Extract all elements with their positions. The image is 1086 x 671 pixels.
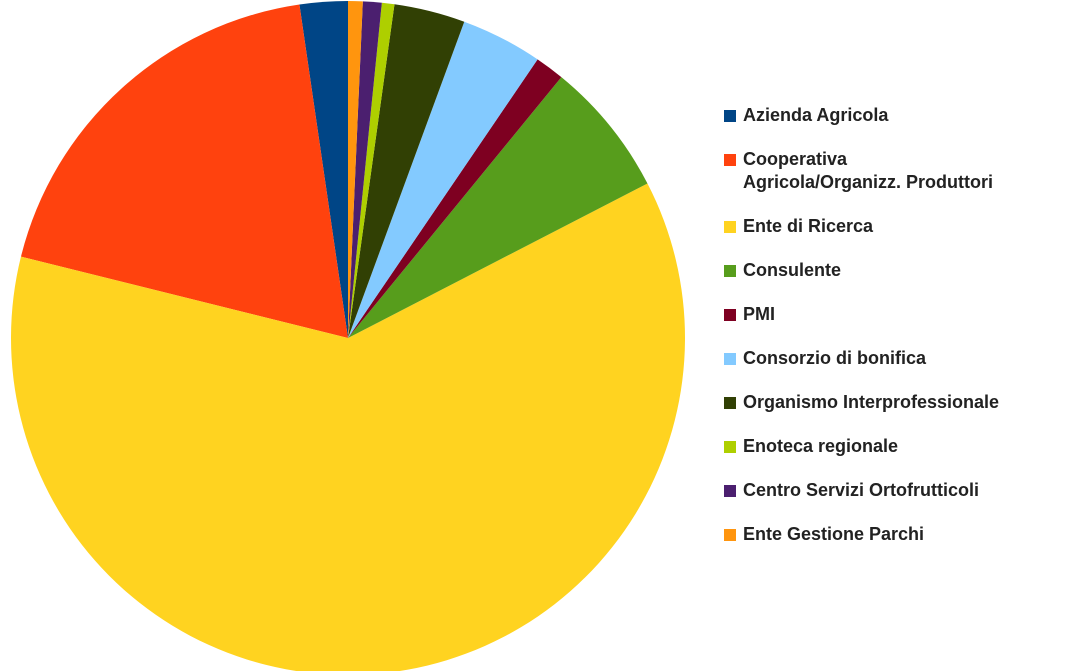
pie bbox=[11, 1, 685, 671]
legend-item: Azienda Agricola bbox=[722, 104, 1086, 127]
legend-swatch bbox=[724, 485, 736, 497]
legend-item: Consulente bbox=[722, 259, 1086, 282]
pie-slice bbox=[348, 21, 538, 338]
pie-slice bbox=[348, 2, 395, 338]
pie-slice bbox=[11, 183, 685, 671]
legend-swatch bbox=[724, 154, 736, 166]
pie-slice bbox=[348, 1, 363, 338]
pie-slice bbox=[348, 77, 648, 338]
legend-swatch bbox=[724, 309, 736, 321]
legend-swatch bbox=[724, 265, 736, 277]
legend-item: Centro Servizi Ortofrutticoli bbox=[722, 479, 1086, 502]
legend-item: Consorzio di bonifica bbox=[722, 347, 1086, 370]
legend-swatch bbox=[724, 353, 736, 365]
legend: Azienda Agricola Cooperativa Agricola/Org… bbox=[722, 104, 1086, 567]
legend-label: Centro Servizi Ortofrutticoli bbox=[743, 480, 980, 500]
legend-swatch bbox=[724, 529, 736, 541]
legend-swatch bbox=[724, 110, 736, 122]
pie-slice bbox=[20, 4, 348, 339]
pie-slice bbox=[348, 59, 562, 338]
legend-item: Enoteca regionale bbox=[722, 435, 1086, 458]
legend-item: Ente Gestione Parchi bbox=[722, 523, 1086, 546]
legend-label: Cooperativa Agricola/Organizz. Produttor… bbox=[743, 149, 994, 192]
legend-item: Organismo Interprofessionale bbox=[722, 391, 1086, 414]
legend-swatch bbox=[724, 221, 736, 233]
legend-label: Enoteca regionale bbox=[743, 436, 899, 456]
pie-slice bbox=[299, 1, 348, 338]
legend-label: PMI bbox=[743, 304, 776, 324]
legend-label: Consorzio di bonifica bbox=[743, 348, 926, 368]
legend-swatch bbox=[724, 397, 736, 409]
legend-label: Organismo Interprofessionale bbox=[743, 392, 1000, 412]
legend-label: Ente di Ricerca bbox=[743, 216, 874, 236]
legend-item: Ente di Ricerca bbox=[722, 215, 1086, 238]
legend-item: PMI bbox=[722, 303, 1086, 326]
legend-label: Ente Gestione Parchi bbox=[743, 524, 925, 544]
legend-swatch bbox=[724, 441, 736, 453]
pie-slice bbox=[348, 1, 382, 338]
pie-slice bbox=[348, 4, 465, 339]
legend-label: Consulente bbox=[743, 260, 842, 280]
legend-label: Azienda Agricola bbox=[743, 105, 889, 125]
legend-item: Cooperativa Agricola/Organizz. Produttor… bbox=[722, 148, 1086, 194]
